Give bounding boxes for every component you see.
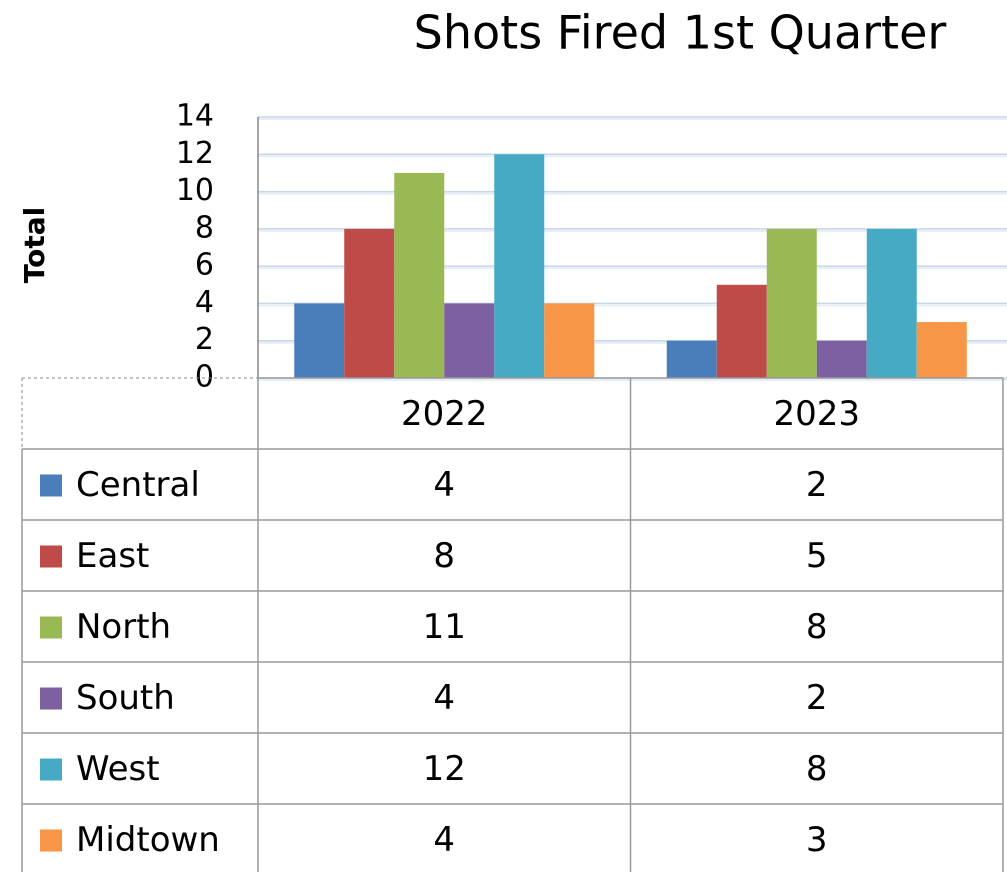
table-value: 2 [806, 465, 828, 505]
bar [816, 340, 867, 378]
y-tick-label: 10 [176, 173, 214, 208]
y-tick-label: 14 [176, 99, 214, 134]
y-tick-label: 0 [195, 360, 214, 395]
table-value: 8 [806, 749, 828, 789]
table-value: 5 [806, 536, 828, 576]
table-value: 8 [806, 607, 828, 647]
bar [444, 303, 495, 378]
y-tick-label: 4 [195, 285, 214, 320]
bar [666, 340, 717, 378]
bar [866, 228, 917, 378]
bar [494, 154, 545, 378]
bar [394, 172, 445, 378]
legend-swatch [40, 616, 62, 639]
y-axis-label: Total [18, 207, 51, 284]
legend-swatch [40, 758, 62, 781]
bar [294, 303, 345, 378]
bar [916, 322, 967, 378]
table-value: 11 [423, 607, 466, 647]
y-tick-label: 12 [176, 136, 214, 171]
legend-label: Central [76, 465, 200, 505]
bar [544, 303, 595, 378]
legend-swatch [40, 545, 62, 568]
bar [766, 228, 817, 378]
legend-label: Midtown [76, 820, 220, 860]
chart-title: Shots Fired 1st Quarter [414, 6, 947, 60]
table-value: 3 [806, 820, 828, 860]
legend-swatch [40, 829, 62, 852]
legend-swatch [40, 687, 62, 710]
bar [344, 228, 395, 378]
legend-swatch [40, 474, 62, 497]
table-value: 4 [433, 678, 455, 718]
legend-label: West [76, 749, 160, 789]
table-value: 2 [806, 678, 828, 718]
table-value: 4 [433, 820, 455, 860]
legend-label: North [76, 607, 171, 647]
y-tick-label: 2 [195, 322, 214, 357]
x-tick-label: 2022 [401, 394, 488, 434]
bar [716, 284, 767, 378]
x-tick-label: 2023 [773, 394, 860, 434]
table-value: 4 [433, 465, 455, 505]
legend-label: South [76, 678, 175, 718]
legend-label: East [76, 536, 149, 576]
table-value: 8 [433, 536, 455, 576]
table-value: 12 [423, 749, 466, 789]
y-tick-label: 6 [195, 248, 214, 283]
y-tick-label: 8 [195, 210, 214, 245]
